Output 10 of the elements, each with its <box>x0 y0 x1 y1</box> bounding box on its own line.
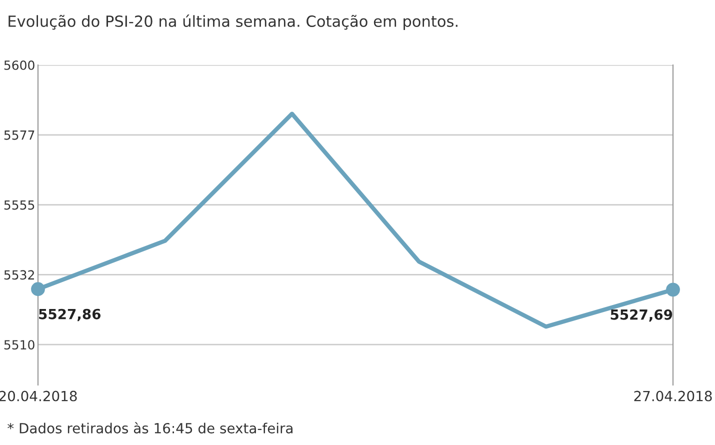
data-label: 5527,69 <box>610 309 672 322</box>
text: * Dados retirados às 16:45 de sexta-feira <box>8 422 292 434</box>
data-label: 5527,86 <box>39 308 101 322</box>
y-tick-label: 5510 <box>4 340 34 350</box>
y-tick-label: 5600 <box>4 60 34 70</box>
chart-title: Evolução do PSI-20 na última semana. Cotação em pontos. <box>8 14 458 30</box>
y-tick-label: 5577 <box>4 130 34 140</box>
y-tick-label: 5555 <box>4 200 34 210</box>
y-tick-label: 5532 <box>4 270 34 280</box>
x-tick-label: 27.04.2018 <box>634 390 712 402</box>
